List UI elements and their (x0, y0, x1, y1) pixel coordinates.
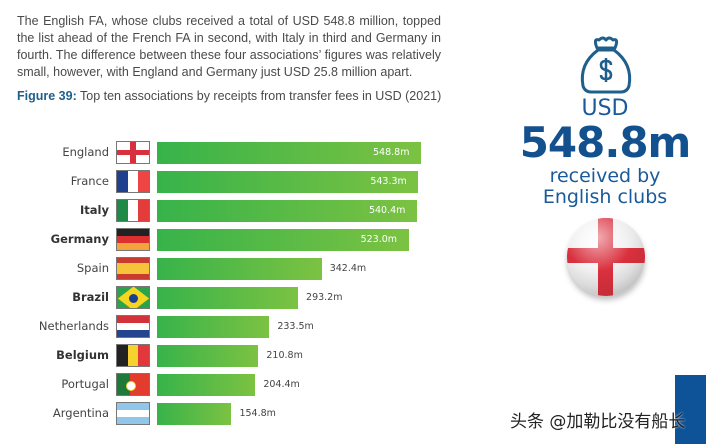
value-label: 548.8m (373, 147, 410, 158)
bar-england (157, 142, 421, 164)
value-label: 540.4m (368, 205, 406, 216)
category-label: Spain (76, 261, 109, 275)
value-label: 523.0m (360, 234, 398, 245)
bar-italy (157, 200, 417, 222)
bar-row-spain: Spain 342.4m (0, 257, 500, 281)
highlight-line2: English clubs (542, 186, 668, 208)
figure-caption: Figure 39: Top ten associations by recei… (17, 89, 441, 104)
flag-spain-icon (116, 257, 150, 280)
bar-row-brazil: Brazil 293.2m (0, 286, 500, 310)
watermark: 头条 @加勒比没有船长 (510, 412, 686, 432)
category-label: Germany (50, 232, 109, 246)
category-label: Italy (80, 203, 109, 217)
highlight-line1: received by (549, 165, 661, 187)
bar-row-france: France 543.3m (0, 170, 500, 194)
bar-france (157, 171, 419, 193)
value-label: 154.8m (239, 408, 276, 419)
corner-accent (675, 375, 706, 444)
flag-brazil-icon (116, 286, 150, 309)
highlight-amount: 548.8m (519, 118, 692, 167)
bar-portugal (157, 374, 256, 396)
england-flag-ball-icon (567, 218, 645, 296)
flag-italy-icon (116, 199, 150, 222)
bar-row-netherlands: Netherlands 233.5m (0, 315, 500, 339)
header-text: The English FA, whose clubs received a t… (17, 13, 441, 104)
bar-row-portugal: Portugal 204.4m (0, 373, 500, 397)
category-label: Portugal (61, 377, 109, 391)
category-label: England (62, 145, 109, 159)
value-label: 210.8m (266, 350, 303, 361)
bar-row-england: England 548.8m (0, 141, 500, 165)
figure-number: Figure 39: (17, 89, 77, 103)
bar-netherlands (157, 316, 270, 338)
value-label: 204.4m (263, 379, 300, 390)
bar-row-italy: Italy 540.4m (0, 199, 500, 223)
highlight-currency: USD (581, 96, 629, 121)
flag-netherlands-icon (116, 315, 150, 338)
bar-row-belgium: Belgium 210.8m (0, 344, 500, 368)
flag-france-icon (116, 170, 150, 193)
bar-row-argentina: Argentina 154.8m (0, 402, 500, 426)
flag-argentina-icon (116, 402, 150, 425)
bar-row-germany: Germany 523.0m (0, 228, 500, 252)
value-label: 342.4m (329, 263, 367, 274)
flag-england-icon (116, 141, 150, 164)
bar-brazil (157, 287, 299, 309)
figure-title: Top ten associations by receipts from tr… (80, 89, 442, 103)
bar-germany (157, 229, 409, 251)
value-label: 233.5m (277, 321, 314, 332)
category-label: Belgium (56, 348, 109, 362)
intro-paragraph: The English FA, whose clubs received a t… (17, 14, 441, 79)
bar-spain (157, 258, 322, 280)
value-label: 293.2m (306, 292, 343, 303)
money-bag-dollar-icon (580, 36, 632, 94)
bar-argentina (157, 403, 232, 425)
flag-germany-icon (116, 228, 150, 251)
highlight-description: received by English clubs (520, 166, 690, 208)
category-label: France (70, 174, 109, 188)
flag-belgium-icon (116, 344, 150, 367)
category-label: Brazil (72, 290, 109, 304)
category-label: Netherlands (38, 319, 109, 333)
category-label: Argentina (52, 406, 109, 420)
bar-belgium (157, 345, 259, 367)
flag-portugal-icon (116, 373, 150, 396)
value-label: 543.3m (370, 176, 407, 187)
